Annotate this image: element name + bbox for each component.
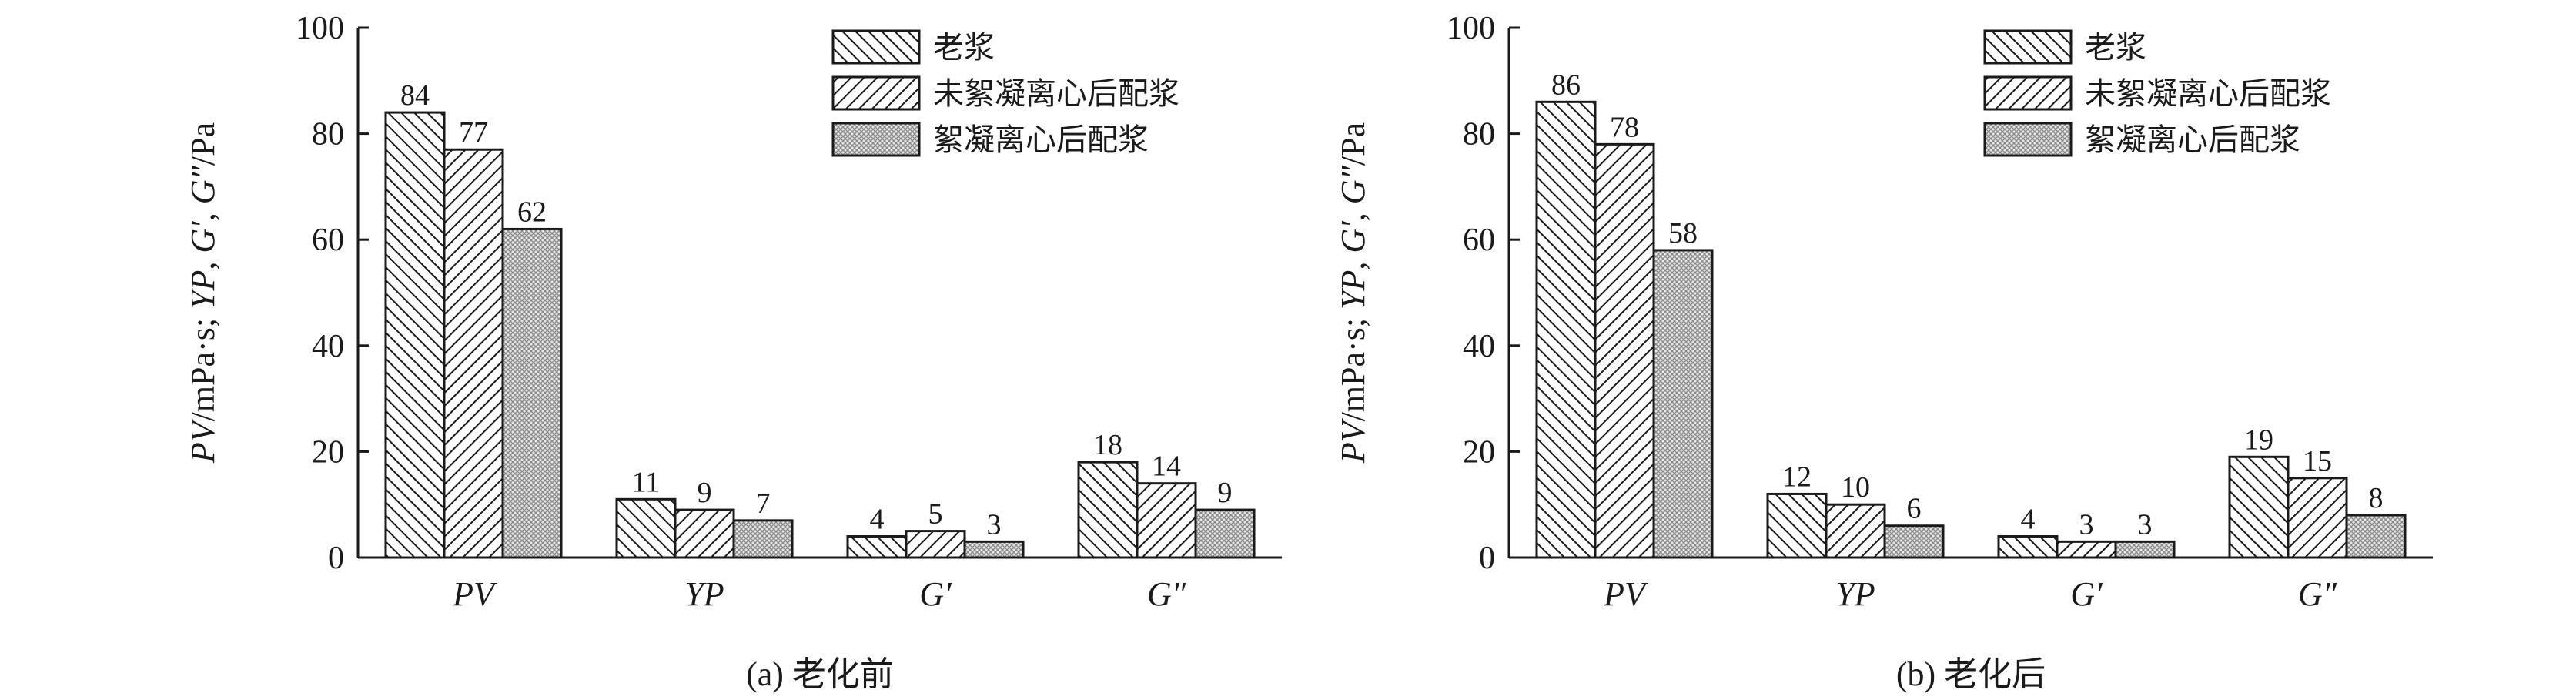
data-label: 4 <box>870 503 885 535</box>
bar-2-series-3 <box>732 519 794 559</box>
legend-label: 絮凝离心后配浆 <box>2085 122 2300 158</box>
bar-4-series-3 <box>2345 514 2407 559</box>
data-label: 3 <box>2079 508 2094 541</box>
data-label: 15 <box>2303 445 2332 477</box>
data-label: 3 <box>987 508 1002 541</box>
y-tick-label: 100 <box>296 11 344 46</box>
bar-1-series-2 <box>1594 142 1655 559</box>
data-label: 7 <box>756 487 771 520</box>
data-label: 5 <box>928 498 943 531</box>
bar-4-series-3 <box>1194 508 1256 559</box>
bar-1-series-3 <box>501 227 563 559</box>
legend-swatch <box>1983 75 2073 111</box>
legend-label: 未絮凝离心后配浆 <box>933 76 1179 112</box>
y-tick-label: 60 <box>1463 223 1495 258</box>
data-label: 86 <box>1551 69 1581 101</box>
y-axis-label: PV/mPa·s; YP, G′, G″/Pa <box>1334 122 1372 464</box>
bar-1-series-3 <box>1652 249 1714 559</box>
bar-3-series-2 <box>2056 540 2117 559</box>
data-label: 3 <box>2138 508 2153 541</box>
y-tick-label: 20 <box>1463 434 1495 470</box>
x-tick-label: YP <box>1835 575 1875 613</box>
data-label: 9 <box>1218 477 1233 509</box>
data-label: 19 <box>2244 424 2273 456</box>
data-label: 77 <box>459 116 488 149</box>
x-tick-label: PV <box>452 575 498 613</box>
data-label: 84 <box>400 79 430 112</box>
data-label: 12 <box>1782 461 1812 493</box>
bar-2-series-1 <box>1766 492 1828 559</box>
bar-3-series-3 <box>2114 540 2176 559</box>
bar-3-series-1 <box>1997 534 2059 559</box>
y-tick-label: 20 <box>312 434 344 470</box>
x-tick-label: G′ <box>919 575 952 613</box>
y-tick-label: 80 <box>312 117 344 152</box>
data-label: 10 <box>1841 471 1870 504</box>
legend-label: 未絮凝离心后配浆 <box>2085 76 2331 112</box>
panel-caption: (b) 老化后 <box>1896 655 2046 693</box>
y-tick-label: 80 <box>1463 117 1495 152</box>
data-label: 11 <box>632 466 661 498</box>
bar-1-series-2 <box>443 148 504 559</box>
bar-2-series-3 <box>1883 524 1945 559</box>
data-label: 4 <box>2021 503 2036 535</box>
bar-2-series-2 <box>1825 503 1886 559</box>
y-tick-label: 100 <box>1447 11 1495 46</box>
x-tick-label: YP <box>684 575 724 613</box>
legend-label: 老浆 <box>933 30 995 65</box>
legend-swatch <box>831 75 921 111</box>
y-tick-label: 60 <box>312 223 344 258</box>
bar-1-series-1 <box>384 111 446 559</box>
bar-4-series-2 <box>1136 482 1197 559</box>
data-label: 8 <box>2369 482 2384 514</box>
data-label: 6 <box>1907 493 1922 525</box>
panel-caption: (a) 老化前 <box>746 655 894 693</box>
x-tick-label: PV <box>1603 575 1649 613</box>
legend-label: 老浆 <box>2085 30 2146 65</box>
bar-2-series-2 <box>674 508 735 559</box>
legend-swatch <box>1983 29 2073 65</box>
bar-4-series-1 <box>1077 461 1139 559</box>
legend-swatch <box>1983 122 2073 157</box>
y-tick-label: 40 <box>1463 329 1495 364</box>
data-label: 14 <box>1152 450 1181 483</box>
data-label: 18 <box>1093 429 1122 461</box>
x-tick-label: G″ <box>2298 575 2337 613</box>
bar-4-series-1 <box>2228 455 2290 559</box>
data-label: 58 <box>1668 217 1698 250</box>
bar-4-series-2 <box>2287 477 2348 559</box>
bar-3-series-1 <box>846 534 908 559</box>
data-label: 78 <box>1610 111 1639 143</box>
data-label: 62 <box>517 196 547 228</box>
legend-label: 絮凝离心后配浆 <box>933 122 1149 158</box>
y-axis-label: PV/mPa·s; YP, G′, G″/Pa <box>184 122 222 464</box>
chart-panel-a: 0 20 40 60 80 100 PV/mPa·s; YP, G′, G″/Pa 84 77 6… <box>184 11 1282 693</box>
x-tick-label: G′ <box>2070 575 2103 613</box>
y-tick-label: 0 <box>1479 541 1495 576</box>
bar-2-series-1 <box>615 497 677 559</box>
bar-1-series-1 <box>1535 100 1597 559</box>
x-tick-label: G″ <box>1147 575 1186 613</box>
bar-3-series-3 <box>963 540 1025 559</box>
legend-swatch <box>831 29 921 65</box>
data-label: 9 <box>698 477 712 509</box>
bar-3-series-2 <box>905 530 966 559</box>
legend-swatch <box>831 122 921 157</box>
y-tick-label: 40 <box>312 329 344 364</box>
y-tick-label: 0 <box>328 541 344 576</box>
